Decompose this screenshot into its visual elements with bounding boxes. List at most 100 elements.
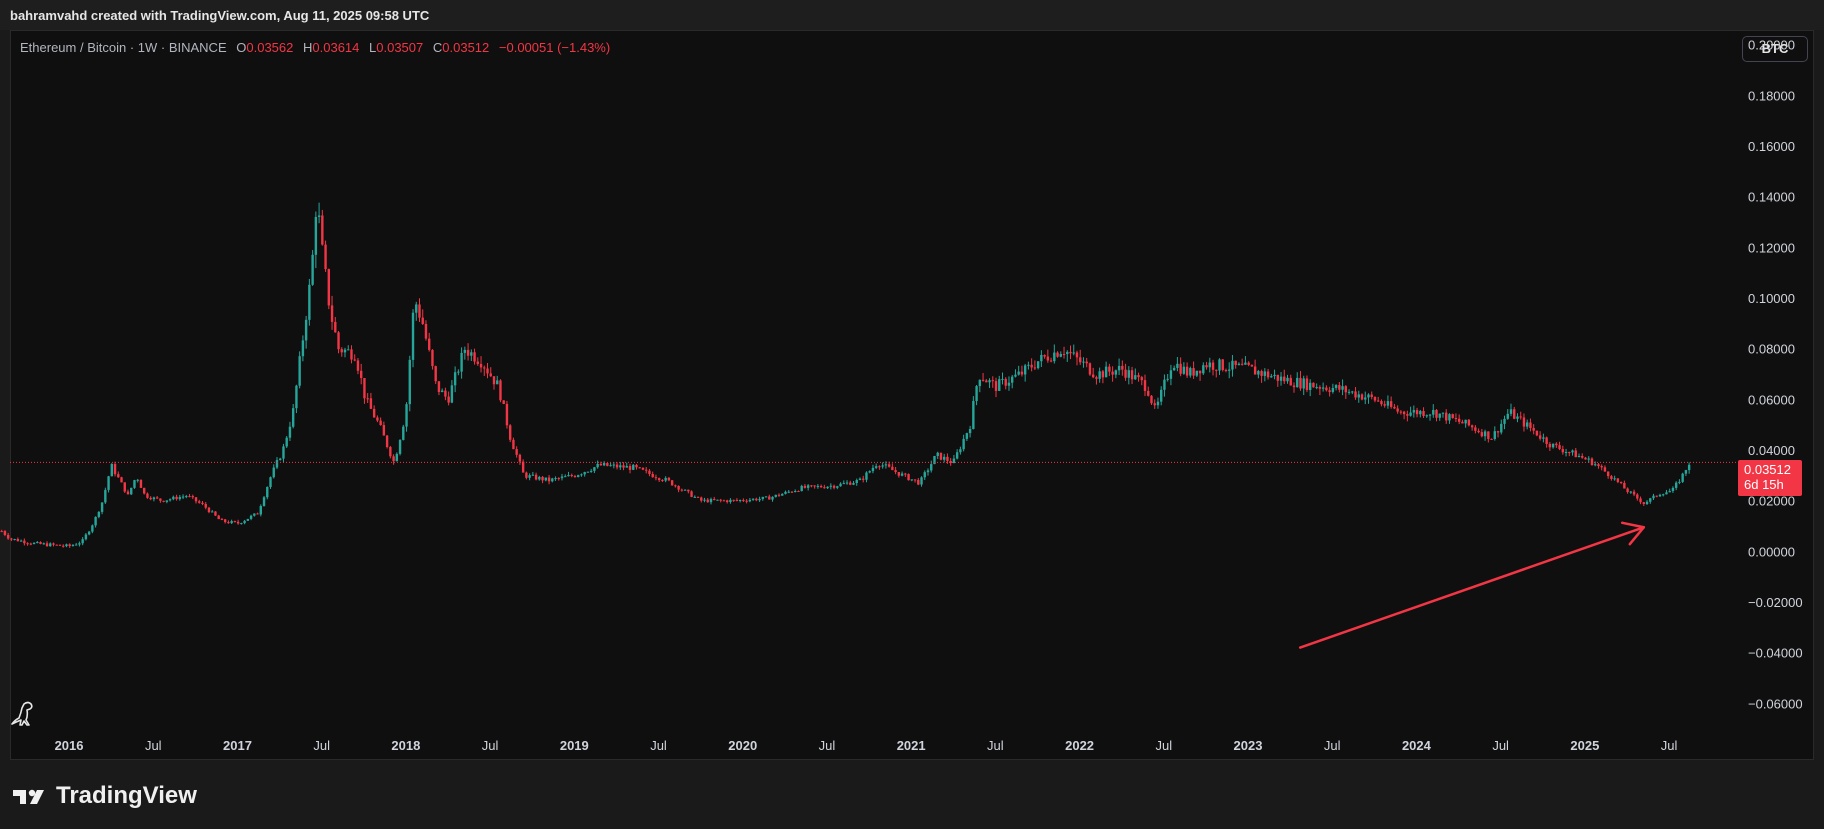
candle-body xyxy=(347,349,350,351)
candle-body xyxy=(1266,371,1270,378)
candle-body xyxy=(311,254,314,285)
candle-body xyxy=(1671,487,1675,491)
y-tick-label: 0.16000 xyxy=(1748,139,1795,154)
y-tick-label: 0.20000 xyxy=(1748,38,1795,53)
symbol-name[interactable]: Ethereum / Bitcoin · 1W · BINANCE xyxy=(20,40,227,55)
candle-body xyxy=(1448,414,1451,421)
candle-body xyxy=(794,490,797,493)
candle-body xyxy=(512,439,515,450)
candle-body xyxy=(900,473,904,476)
candle-body xyxy=(172,496,175,500)
candle-body xyxy=(1568,452,1571,454)
candle-body xyxy=(415,304,418,313)
bar-countdown: 6d 15h xyxy=(1744,477,1784,492)
candle-body xyxy=(852,483,855,485)
candle-body xyxy=(667,477,671,481)
candle-body xyxy=(382,425,386,436)
candle-body xyxy=(787,491,790,493)
candle-body xyxy=(959,449,962,453)
candle-body xyxy=(288,426,292,438)
header-bar: bahramvahd created with TradingView.com,… xyxy=(0,0,1824,30)
candle-body xyxy=(884,464,888,466)
candle-body xyxy=(1198,370,1202,374)
candle-body xyxy=(946,456,949,461)
candle-body xyxy=(1393,406,1396,409)
candle-body xyxy=(1594,464,1597,466)
candle-body xyxy=(1389,401,1393,407)
price-axis: 0.20000 0.18000 0.16000 0.14000 0.12000 0.100… xyxy=(1748,38,1803,712)
candle-body xyxy=(379,420,382,426)
candle-body xyxy=(1438,413,1441,418)
candle-body xyxy=(36,542,39,544)
candle-body xyxy=(211,511,214,513)
candle-body xyxy=(236,521,240,524)
candle-body xyxy=(463,349,467,353)
candle-body xyxy=(554,478,557,480)
candle-body xyxy=(1525,422,1529,427)
candle-body xyxy=(528,475,531,478)
candle-body xyxy=(1159,389,1163,402)
candle-body xyxy=(1681,473,1684,482)
candle-body xyxy=(713,499,716,501)
candle-body xyxy=(878,466,881,468)
candle-body xyxy=(71,544,75,547)
candle-body xyxy=(742,499,745,501)
y-tick-label: 0.06000 xyxy=(1748,392,1795,407)
candle-body xyxy=(389,447,392,457)
candle-body xyxy=(117,474,120,478)
candle-body xyxy=(314,216,318,255)
candle-body xyxy=(1150,395,1153,404)
candle-body xyxy=(1179,363,1182,374)
symbol-legend[interactable]: Ethereum / Bitcoin · 1W · BINANCE O0.035… xyxy=(20,40,610,55)
chart-frame[interactable] xyxy=(10,30,1814,760)
candle-body xyxy=(862,478,865,480)
candle-body xyxy=(1399,411,1403,413)
candle-body xyxy=(453,372,457,386)
candle-body xyxy=(1234,360,1237,365)
candle-body xyxy=(369,398,373,409)
candle-body xyxy=(955,452,959,459)
tradingview-logo-text: TradingView xyxy=(56,782,197,809)
candle-body xyxy=(1490,438,1493,440)
candle-body xyxy=(240,523,243,525)
candle-body xyxy=(677,485,680,490)
x-tick-label: 2021 xyxy=(897,738,926,753)
candle-body xyxy=(567,474,570,477)
candle-body xyxy=(1516,416,1519,419)
candle-body xyxy=(68,544,71,547)
candle-body xyxy=(570,474,573,477)
candle-body xyxy=(104,489,107,503)
candle-body xyxy=(502,400,505,404)
candle-body xyxy=(612,464,616,466)
candle-body xyxy=(1299,377,1302,389)
candle-body xyxy=(920,477,923,485)
x-tick-label: 2022 xyxy=(1065,738,1094,753)
candle-body xyxy=(181,496,185,498)
x-tick-label: Jul xyxy=(819,738,836,753)
candle-body xyxy=(1623,482,1626,489)
candle-body xyxy=(1260,371,1263,376)
candle-body xyxy=(580,474,583,476)
candle-body xyxy=(1334,385,1338,388)
candle-body xyxy=(703,499,706,501)
candle-body xyxy=(1373,397,1377,401)
candle-body xyxy=(735,499,739,501)
candle-body xyxy=(434,366,437,382)
candle-body xyxy=(560,476,564,479)
candle-body xyxy=(1632,491,1636,495)
candle-body xyxy=(1415,410,1419,415)
candle-body xyxy=(1127,370,1131,378)
candle-body xyxy=(534,474,538,480)
candle-body xyxy=(1577,455,1581,458)
candle-body xyxy=(1302,378,1305,389)
candle-body xyxy=(768,496,771,500)
candle-body xyxy=(152,497,156,500)
candle-body xyxy=(1166,378,1169,380)
candle-body xyxy=(641,467,645,470)
currency-button[interactable]: BTC xyxy=(1742,36,1808,62)
candle-body xyxy=(398,439,402,454)
candle-body xyxy=(162,500,165,502)
candle-body xyxy=(1195,370,1199,376)
candle-body xyxy=(1461,421,1464,424)
